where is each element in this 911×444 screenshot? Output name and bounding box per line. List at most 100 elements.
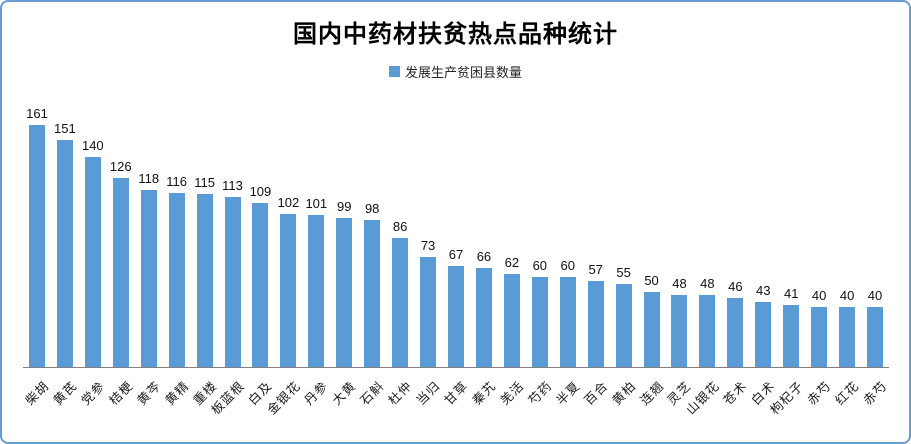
x-axis-label: 杜仲 [385, 378, 415, 408]
bar-value-label: 98 [364, 201, 380, 216]
bar-value-label: 62 [504, 255, 520, 270]
x-axis-label: 丹参 [302, 378, 332, 408]
legend: 发展生产贫困县数量 [2, 62, 909, 81]
bar [643, 292, 660, 367]
bar-value-label: 161 [26, 106, 48, 121]
bar [140, 190, 157, 367]
bar-value-label: 140 [81, 138, 104, 153]
bar [336, 218, 353, 367]
bar-value-label: 57 [588, 262, 603, 277]
bar [531, 277, 548, 367]
bar [671, 295, 688, 367]
x-axis-label: 重楼 [190, 378, 220, 408]
legend-swatch-icon [388, 66, 400, 77]
bar [280, 214, 297, 367]
x-axis-label: 黄精 [162, 378, 192, 408]
bar-value-label: 48 [672, 276, 687, 291]
chart-title: 国内中药材扶贫热点品种统计 [293, 22, 618, 48]
bar [56, 140, 73, 367]
x-axis-label: 连翘 [637, 378, 667, 408]
bar-value-label: 40 [811, 288, 827, 303]
bar-value-label: 116 [166, 174, 187, 189]
legend-label: 发展生产贫困县数量 [404, 65, 522, 80]
x-axis-line [23, 367, 889, 368]
bar [839, 307, 856, 367]
bar-value-label: 60 [532, 258, 548, 273]
bar [867, 307, 884, 367]
x-axis-label: 山银花 [683, 378, 723, 418]
bar-value-label: 40 [867, 288, 883, 303]
bar-value-label: 66 [476, 249, 492, 264]
bar-value-label: 50 [644, 273, 659, 288]
bar-value-label: 126 [109, 159, 132, 174]
bar-value-label: 102 [277, 195, 300, 210]
bar [364, 220, 381, 367]
bar [615, 284, 632, 367]
bar-value-label: 67 [448, 247, 464, 262]
x-axis-label: 当归 [413, 378, 443, 408]
x-axis-label: 柴胡 [22, 378, 52, 408]
bar-value-label: 109 [249, 184, 272, 199]
plot-area: 161 151 140 126 118 116 115 113 109 102 101 99 98 86 7… [23, 2, 889, 367]
bar [84, 157, 101, 367]
x-axis-label: 灵芝 [665, 378, 695, 408]
bar [252, 203, 269, 367]
x-axis-label: 苍术 [721, 378, 751, 408]
x-axis-label: 黄柏 [609, 378, 639, 408]
bar-value-label: 60 [560, 258, 575, 273]
bar-value-label: 48 [700, 276, 715, 291]
bar [168, 193, 185, 367]
bar [559, 277, 576, 367]
x-axis-label: 甘草 [441, 378, 471, 408]
bar [196, 194, 213, 367]
x-axis-label: 黄芩 [134, 378, 164, 408]
bar-value-label: 43 [756, 283, 771, 298]
bar [448, 266, 464, 367]
x-axis-label: 羌活 [497, 378, 527, 408]
x-axis-label: 大黄 [329, 378, 359, 408]
x-axis-label: 芍药 [525, 378, 555, 408]
bar-value-label: 151 [54, 121, 76, 136]
bar-value-label: 113 [222, 178, 243, 193]
x-axis-label: 板蓝根 [208, 378, 248, 418]
bar-value-label: 101 [305, 196, 328, 211]
bar [475, 268, 492, 367]
bar-value-label: 41 [783, 286, 799, 301]
x-axis-label: 桔梗 [106, 378, 136, 408]
bar [503, 274, 520, 367]
x-axis-label: 半夏 [553, 378, 583, 408]
bar-value-label: 118 [138, 171, 160, 186]
bar [392, 238, 409, 367]
bar-value-label: 73 [420, 238, 436, 253]
bar [755, 302, 772, 367]
x-axis-label: 红花 [832, 378, 862, 408]
bar [811, 307, 828, 367]
bar-value-label: 46 [728, 279, 743, 294]
bar [420, 257, 437, 367]
x-axis-label: 赤芍 [860, 378, 890, 408]
x-axis-label: 白及 [246, 378, 276, 408]
x-axis-label: 白术 [749, 378, 779, 408]
bar [783, 305, 800, 367]
bar-value-label: 115 [194, 175, 215, 190]
x-axis-label: 黄芪 [50, 378, 80, 408]
bar [727, 298, 744, 367]
x-axis-label: 金银花 [264, 378, 304, 418]
bar-value-label: 99 [337, 199, 352, 214]
x-axis-label: 枸杞子 [767, 378, 806, 418]
x-axis-label: 石斛 [357, 378, 387, 408]
bar [28, 125, 45, 367]
x-axis-label: 百合 [581, 378, 611, 408]
bar [699, 295, 716, 367]
bar [587, 281, 604, 367]
x-axis-label: 赤芍 [804, 378, 834, 408]
bar [112, 178, 129, 367]
bar [224, 197, 241, 367]
bar-value-label: 86 [392, 219, 408, 234]
bar-value-label: 40 [839, 288, 855, 303]
x-axis-label: 党参 [78, 378, 108, 408]
x-axis-label: 秦艽 [469, 378, 499, 408]
bar [308, 215, 325, 367]
bar-value-label: 55 [616, 265, 631, 280]
